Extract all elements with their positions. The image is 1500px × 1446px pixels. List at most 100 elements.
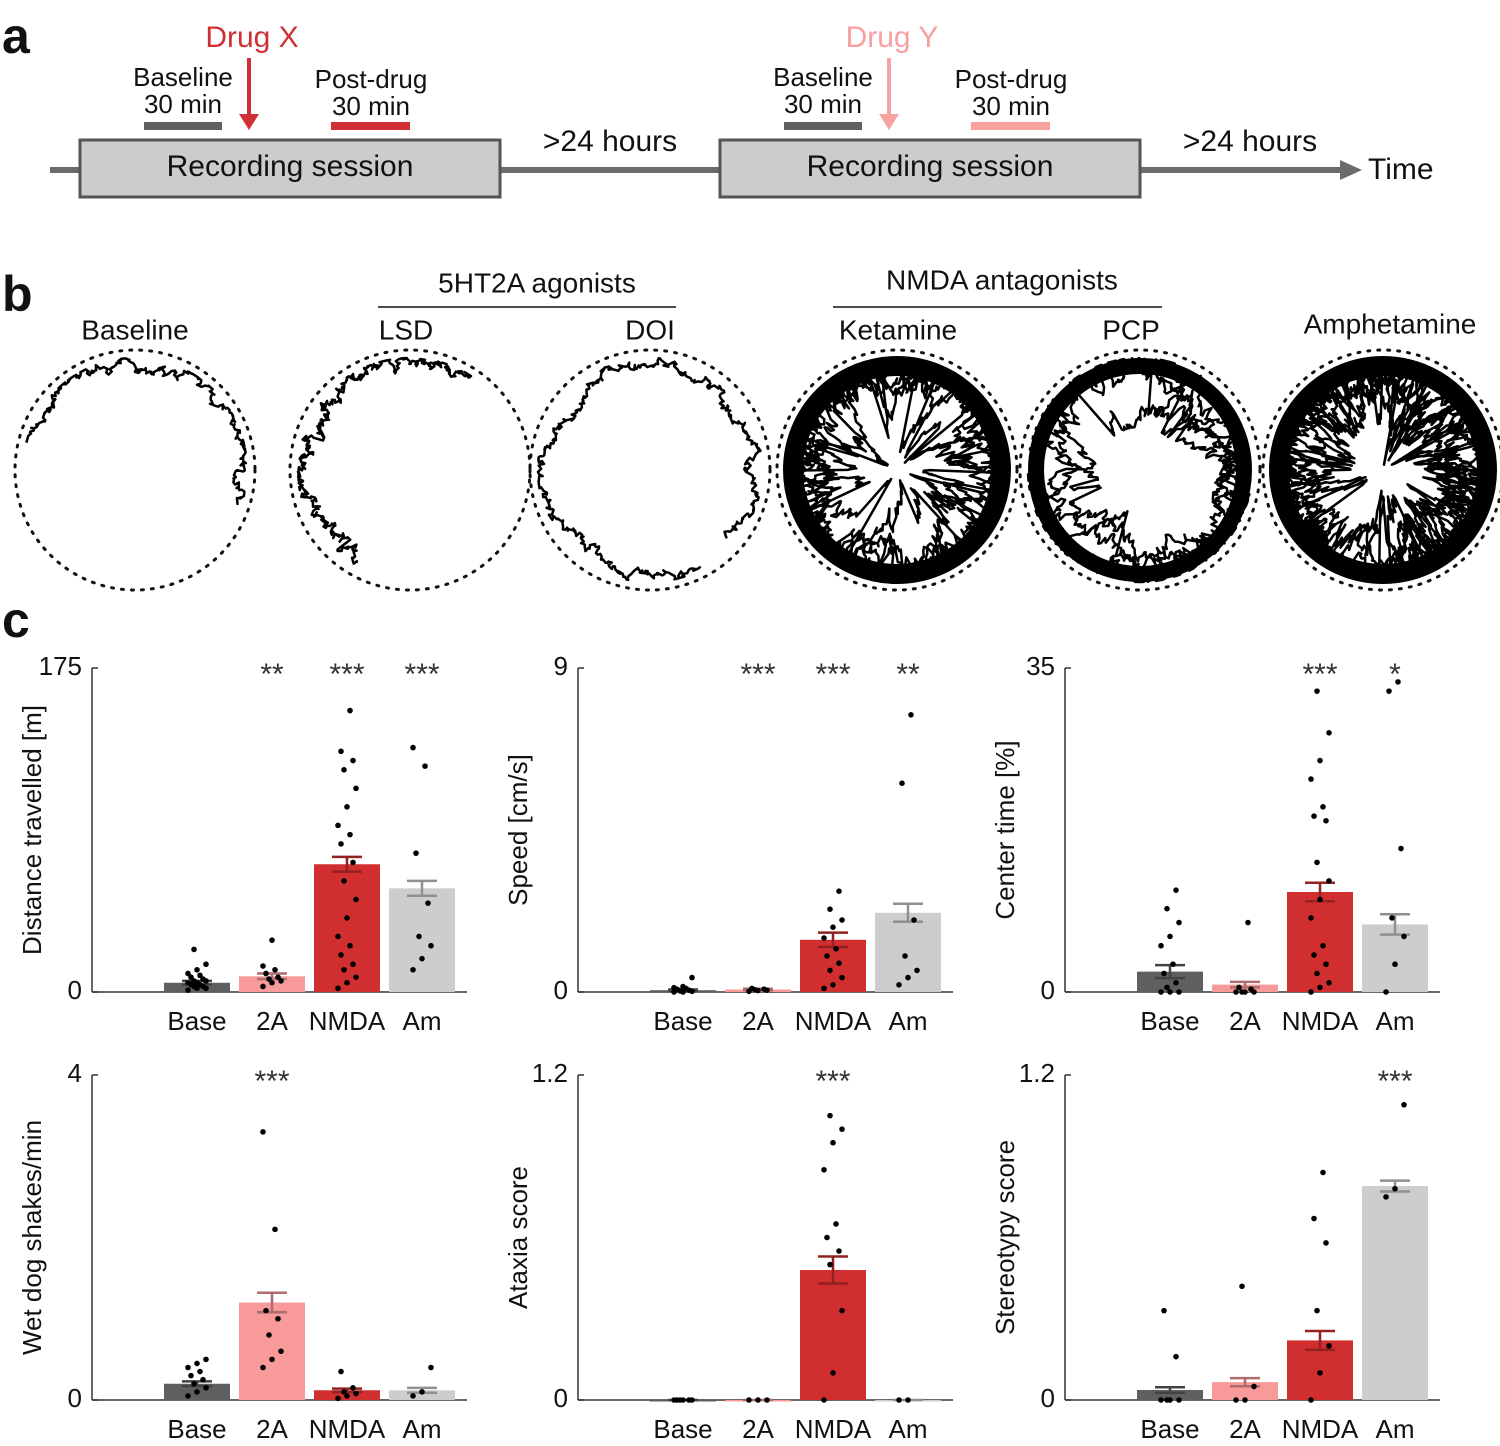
data-point <box>416 933 422 940</box>
post-label: Post-drug <box>955 64 1068 94</box>
data-point <box>1173 1353 1179 1360</box>
y-tick-label: 0 <box>1041 975 1055 1005</box>
data-point <box>1308 915 1314 921</box>
y-tick-label: 35 <box>1026 651 1055 681</box>
significance: *** <box>740 658 775 691</box>
data-point <box>338 841 344 847</box>
arena-boundary <box>1018 348 1262 592</box>
bar <box>389 888 455 992</box>
data-point <box>185 987 191 993</box>
data-point <box>344 915 350 921</box>
data-point <box>1317 896 1323 903</box>
data-point <box>1392 961 1398 968</box>
arena-label: DOI <box>625 314 675 345</box>
data-point <box>335 933 341 940</box>
data-point <box>1395 679 1401 685</box>
y-axis-label: Ataxia score <box>503 1166 533 1309</box>
baseline-label: Baseline <box>773 62 873 92</box>
data-point <box>1245 919 1251 926</box>
timeline-arrow <box>1340 160 1362 180</box>
data-point <box>272 966 278 973</box>
data-point <box>1311 1215 1317 1222</box>
y-axis-label: Stereotypy score <box>990 1140 1020 1335</box>
data-point <box>344 804 350 810</box>
data-point <box>833 946 839 952</box>
baseline-duration: 30 min <box>144 89 222 119</box>
data-point <box>1164 905 1170 912</box>
data-point <box>185 1393 191 1399</box>
data-point <box>1164 1397 1170 1403</box>
x-tick-label: 2A <box>742 1006 774 1036</box>
y-tick-label: 1.2 <box>532 1058 568 1088</box>
x-tick-label: 2A <box>256 1006 288 1036</box>
x-tick-label: 2A <box>256 1414 288 1444</box>
y-tick-label: 1.2 <box>1019 1058 1055 1088</box>
data-point <box>419 1389 425 1395</box>
data-point <box>422 763 428 769</box>
data-point <box>1170 961 1176 968</box>
data-point <box>1176 1397 1182 1403</box>
data-point <box>425 900 431 906</box>
data-point <box>347 942 353 949</box>
data-point <box>344 1393 350 1399</box>
data-point <box>827 1261 833 1268</box>
trajectory <box>536 357 762 582</box>
data-point <box>335 985 341 992</box>
bar <box>1362 1186 1428 1400</box>
y-axis-label: Center time [%] <box>990 740 1020 919</box>
data-point <box>335 1395 341 1402</box>
data-point <box>761 986 767 992</box>
x-tick-label: NMDA <box>795 1414 872 1444</box>
data-point <box>1236 984 1242 991</box>
data-point <box>350 757 356 764</box>
data-point <box>203 961 209 968</box>
x-tick-label: NMDA <box>1282 1006 1359 1036</box>
group-label: 5HT2A agonists <box>438 267 636 298</box>
data-point <box>680 983 686 990</box>
significance: ** <box>896 658 920 691</box>
session-box <box>718 138 1142 199</box>
arena-boundary <box>528 348 772 592</box>
y-tick-label: 0 <box>554 1383 568 1413</box>
data-point <box>335 822 341 829</box>
data-point <box>899 780 905 786</box>
data-point <box>428 1364 434 1371</box>
data-point <box>278 1348 284 1355</box>
significance: ** <box>260 658 284 691</box>
data-point <box>821 985 827 992</box>
data-point <box>1233 1397 1239 1403</box>
data-point <box>1161 970 1167 977</box>
data-point <box>260 1129 266 1135</box>
data-point <box>260 983 266 990</box>
data-point <box>338 748 344 755</box>
data-point <box>1158 942 1164 949</box>
data-point <box>902 953 908 959</box>
trajectory <box>1269 357 1496 584</box>
data-point <box>191 946 197 953</box>
data-point <box>1326 878 1332 884</box>
data-point <box>185 1364 191 1371</box>
data-point <box>1173 887 1179 893</box>
data-point <box>827 967 833 974</box>
x-tick-label: Base <box>1140 1414 1199 1444</box>
y-axis-label: Distance travelled [m] <box>17 705 47 955</box>
trajectory <box>1026 356 1251 584</box>
data-point <box>266 1332 272 1338</box>
data-point <box>1167 989 1173 995</box>
arena-label: LSD <box>379 314 433 345</box>
significance: *** <box>1302 658 1337 691</box>
panel-label: b <box>2 266 33 322</box>
arena-label: Ketamine <box>839 314 957 345</box>
significance: * <box>1389 658 1401 691</box>
data-point <box>827 1112 833 1119</box>
significance: *** <box>254 1065 289 1098</box>
error-bar <box>1305 1329 1335 1352</box>
data-point <box>749 985 755 992</box>
significance: *** <box>1377 1065 1412 1098</box>
data-point <box>830 1139 836 1146</box>
data-point <box>1164 984 1170 991</box>
data-point <box>911 917 917 923</box>
x-tick-label: 2A <box>1229 1006 1261 1036</box>
data-point <box>1173 979 1179 986</box>
